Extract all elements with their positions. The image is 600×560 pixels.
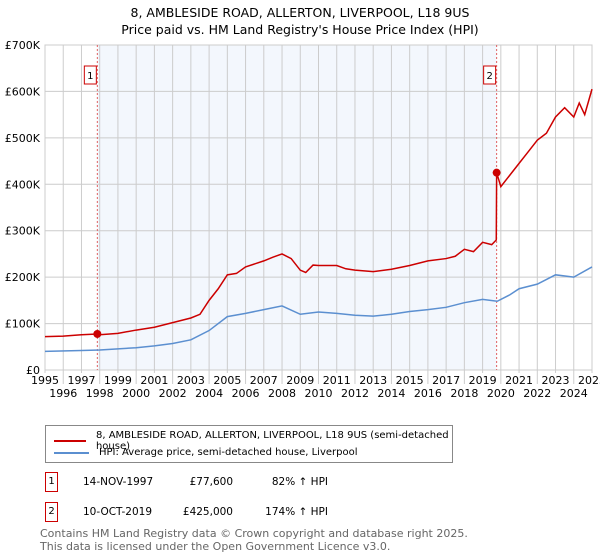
x-tick-label: 2017 — [432, 374, 460, 387]
hpi-line — [44, 266, 593, 353]
x-tick-label: 2014 — [377, 387, 405, 400]
sale-price: £77,600 — [189, 476, 233, 488]
x-tick-label: 2002 — [159, 387, 187, 400]
sale-row-1: 1 14-NOV-1997 £77,600 82% ↑ HPI — [45, 472, 328, 492]
x-tick-label: 2007 — [250, 374, 278, 387]
y-tick-label: £700K — [5, 39, 41, 52]
sale-label: 1 — [87, 71, 93, 82]
footer-line-1: Contains HM Land Registry data © Crown c… — [40, 527, 468, 540]
legend-label-hpi: HPI: Average price, semi-detached house,… — [99, 447, 358, 458]
x-tick-label: 2023 — [542, 374, 570, 387]
footer: Contains HM Land Registry data © Crown c… — [40, 527, 468, 553]
sale-date: 14-NOV-1997 — [83, 476, 154, 488]
y-tick-label: £300K — [5, 225, 41, 238]
sale-point — [93, 329, 102, 338]
property-price-line — [44, 88, 593, 338]
sale-point — [492, 168, 501, 177]
x-tick-label: 2012 — [341, 387, 369, 400]
x-tick-label: 2003 — [177, 374, 205, 387]
chart-title: 8, AMBLESIDE ROAD, ALLERTON, LIVERPOOL, … — [0, 4, 600, 38]
legend-swatch-property — [54, 440, 86, 442]
shaded-ownership-period — [97, 45, 497, 370]
y-tick-label: £600K — [5, 85, 41, 98]
x-tick-label: 2021 — [505, 374, 533, 387]
x-tick-label: 2018 — [450, 387, 478, 400]
sale-hpi: 174% ↑ HPI — [265, 506, 328, 518]
y-tick-label: £400K — [5, 178, 41, 191]
sale-badge: 1 — [45, 472, 58, 492]
x-tick-label: 2006 — [232, 387, 260, 400]
x-tick-label: 2015 — [396, 374, 424, 387]
x-tick-label: 1997 — [67, 374, 95, 387]
x-tick-label: 2000 — [122, 387, 150, 400]
x-tick-label: 2019 — [469, 374, 497, 387]
footer-line-2: This data is licensed under the Open Gov… — [40, 540, 391, 553]
x-tick-label: 2013 — [359, 374, 387, 387]
sale-label-box — [483, 65, 497, 85]
x-tick-label: 2016 — [414, 387, 442, 400]
x-tick-label: 1996 — [49, 387, 77, 400]
sale-badge: 2 — [45, 502, 58, 522]
y-tick-label: £0 — [26, 364, 40, 377]
sale-row-2: 2 10-OCT-2019 £425,000 174% ↑ HPI — [45, 502, 328, 522]
chart: 1995199619971998199920002001200220032004… — [5, 39, 600, 400]
x-tick-label: 2011 — [323, 374, 351, 387]
legend-label-property: 8, AMBLESIDE ROAD, ALLERTON, LIVERPOOL, … — [95, 430, 449, 452]
legend: 8, AMBLESIDE ROAD, ALLERTON, LIVERPOOL, … — [45, 425, 453, 463]
sale-hpi: 82% ↑ HPI — [271, 476, 328, 488]
x-tick-label: 2004 — [195, 387, 223, 400]
x-tick-label: 2005 — [213, 374, 241, 387]
x-tick-label: 2025 — [578, 374, 600, 387]
y-tick-label: £100K — [5, 318, 41, 331]
x-tick-label: 2022 — [523, 387, 551, 400]
x-tick-label: 2008 — [268, 387, 296, 400]
y-tick-label: £200K — [5, 271, 41, 284]
x-tick-label: 2009 — [286, 374, 314, 387]
sale-label: 2 — [486, 71, 492, 82]
plot-frame — [44, 44, 593, 371]
x-tick-label: 2024 — [560, 387, 588, 400]
legend-swatch-hpi — [54, 451, 89, 454]
sale-label-box — [83, 65, 97, 85]
sale-date: 10-OCT-2019 — [83, 506, 152, 518]
x-tick-label: 1995 — [31, 374, 59, 387]
x-tick-label: 2020 — [487, 387, 515, 400]
x-tick-label: 2010 — [305, 387, 333, 400]
x-tick-label: 1999 — [104, 374, 132, 387]
title: 8, AMBLESIDE ROAD, ALLERTON, LIVERPOOL, … — [130, 5, 470, 20]
y-tick-label: £500K — [5, 132, 41, 145]
sale-price: £425,000 — [182, 506, 233, 518]
x-tick-label: 1998 — [86, 387, 114, 400]
subtitle: Price paid vs. HM Land Registry's House … — [121, 22, 479, 37]
x-tick-label: 2001 — [140, 374, 168, 387]
